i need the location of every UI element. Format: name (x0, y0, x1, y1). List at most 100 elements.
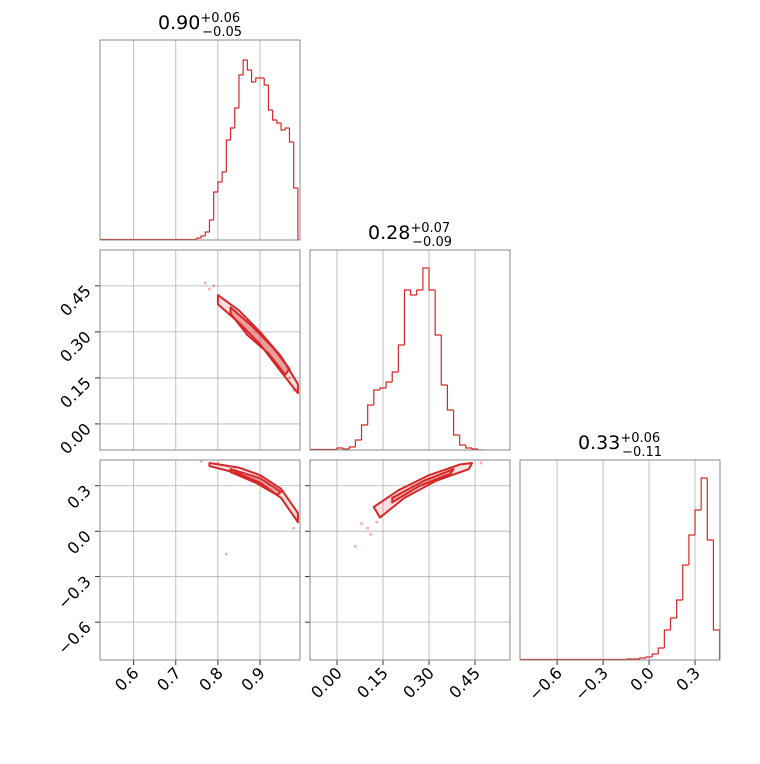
histogram-step (428, 268, 436, 291)
histogram-step (354, 439, 362, 447)
histogram-step (229, 127, 235, 140)
histogram-step (410, 290, 417, 296)
y-tick-label: −0.6 (54, 618, 95, 659)
histogram-step (272, 110, 277, 121)
title-minus: −0.09 (412, 235, 452, 250)
histogram (100, 59, 300, 240)
histogram-step (706, 478, 714, 541)
histogram-step (213, 191, 218, 220)
histogram-step (403, 289, 411, 345)
sample-point (212, 284, 216, 288)
histogram-step (416, 289, 423, 295)
histogram-step (242, 59, 248, 75)
panel-frame (99, 459, 301, 661)
histogram-step (452, 410, 460, 436)
histogram-step (225, 139, 231, 172)
histogram-step (397, 344, 405, 372)
x-tick-label: 0.8 (195, 663, 226, 694)
x-tick-label: 0.00 (307, 663, 346, 702)
histogram-step (336, 447, 344, 450)
sample-point (353, 544, 357, 548)
title-minus: −0.11 (622, 445, 662, 460)
histogram-step (246, 60, 252, 71)
contour (229, 306, 291, 376)
histogram (310, 267, 485, 450)
histogram-step (626, 658, 634, 660)
sample-point (375, 520, 379, 524)
histogram-step (348, 446, 356, 449)
histogram-step (255, 77, 260, 82)
sample-point (224, 552, 228, 556)
x-tick-label: −0.3 (571, 663, 612, 704)
panel-frame (309, 459, 511, 661)
x-tick-label: 0.15 (353, 663, 392, 702)
title-minus: −0.05 (202, 25, 242, 40)
histogram-step (651, 653, 659, 657)
x-tick-label: 0.0 (626, 663, 657, 694)
x-tick-label: 0.3 (672, 663, 703, 694)
x-tick-label: −0.6 (525, 663, 566, 704)
x-tick-label: 0.9 (237, 663, 268, 694)
histogram-step (700, 477, 708, 510)
histogram-step (712, 540, 720, 660)
title-plus: +0.06 (620, 431, 660, 446)
sample-point (199, 460, 203, 464)
panel-frame (519, 459, 721, 661)
histogram-step (200, 235, 206, 238)
histogram-step (284, 127, 290, 130)
histogram-step (434, 290, 442, 336)
histogram-step (639, 657, 646, 659)
panel: 0.45 0.30 0.15 0.00 (56, 249, 301, 458)
histogram-step (217, 181, 223, 192)
panel-title: 0.90+0.06 −0.05 (158, 11, 242, 40)
histogram-step (238, 74, 244, 108)
histogram-step (645, 656, 653, 658)
histogram-step (663, 629, 671, 648)
histogram-step (293, 142, 298, 189)
panel: −0.6 −0.3 0.0 0.3 0.33+0.06 −0.11 (519, 431, 721, 704)
title-value: 0.33 (578, 432, 620, 454)
histogram-step (288, 128, 294, 143)
histogram-step (267, 85, 273, 111)
y-tick-label: −0.3 (54, 572, 95, 613)
title-plus: +0.06 (200, 11, 240, 26)
histogram-step (657, 647, 665, 654)
x-tick-label: 0.30 (399, 663, 438, 702)
histogram-step (682, 564, 689, 600)
histogram-step (367, 404, 374, 425)
histogram-step (204, 231, 210, 236)
title-plus: +0.07 (410, 221, 450, 236)
panel: 0.6 0.7 0.8 0.9 0.3 0.0 −0.3 −0.6 (54, 459, 301, 695)
title-value: 0.28 (368, 222, 410, 244)
panel-frame (99, 39, 301, 241)
y-tick-label: 0.30 (56, 327, 95, 366)
sample-point (479, 461, 483, 465)
histogram-step (208, 219, 214, 232)
sample-point (203, 281, 207, 285)
histogram-step (276, 120, 282, 124)
histogram-step (373, 389, 380, 405)
panel-frame (309, 249, 511, 451)
histogram-step (465, 445, 472, 449)
histogram-step (676, 599, 683, 618)
panel: 0.00 0.15 0.30 0.45 (305, 459, 511, 702)
histogram-step (221, 171, 227, 182)
contour-layer (199, 460, 299, 556)
y-tick-label: 0.3 (63, 481, 94, 512)
histogram-step (459, 435, 466, 446)
y-tick-label: 0.0 (63, 527, 94, 558)
histogram-step (297, 188, 300, 240)
title-value: 0.90 (158, 12, 200, 34)
contour (208, 462, 299, 524)
contour-layer (203, 281, 299, 395)
histogram-step (440, 335, 448, 386)
histogram-step (391, 371, 399, 382)
histogram-step (342, 448, 350, 450)
histogram-step (379, 387, 387, 390)
x-tick-label: 0.6 (111, 663, 142, 694)
histogram-step (360, 424, 368, 440)
histogram-step (234, 107, 239, 128)
histogram-step (196, 237, 202, 240)
contour (391, 468, 455, 504)
